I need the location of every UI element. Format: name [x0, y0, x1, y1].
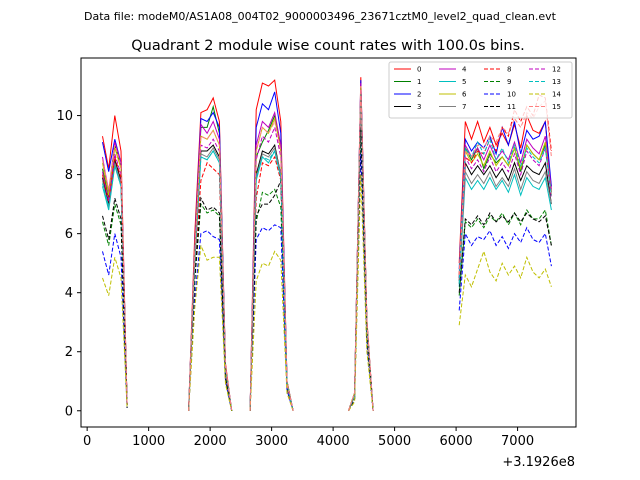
axes-frame [80, 57, 577, 428]
series-15-line-segment-2 [188, 129, 233, 411]
x-tick-label: 1000 [132, 434, 165, 449]
y-tick-label: 2 [65, 345, 73, 360]
legend-label-10: 10 [507, 91, 516, 99]
x-axis-offset-label: +3.1926e8 [502, 455, 575, 470]
legend-label-5: 5 [462, 78, 466, 86]
x-tick-label: 5000 [378, 434, 411, 449]
series-14-line-segment-3 [249, 250, 294, 411]
series-5-line-segment-5 [458, 172, 552, 287]
series-8-line-segment-3 [249, 155, 294, 411]
y-axis: 0 2 4 6 8 10 [56, 109, 81, 419]
series-3-line-segment-5 [458, 160, 552, 281]
series-11-line-segment-1 [102, 198, 128, 408]
x-tick-label: 7000 [501, 434, 534, 449]
legend-box [388, 61, 573, 119]
series-14-line-segment-2 [188, 245, 233, 411]
legend-label-8: 8 [507, 66, 511, 74]
series-11-line-segment-5 [458, 212, 552, 293]
series-11-line-segment-3 [249, 180, 294, 411]
series-2-line-segment-5 [458, 121, 552, 270]
series-8-line-segment-2 [188, 161, 233, 411]
x-tick-label: 3000 [255, 434, 288, 449]
y-tick-label: 0 [65, 404, 73, 419]
x-tick-label: 2000 [194, 434, 227, 449]
series-15-line-segment-3 [249, 120, 294, 411]
series-10-line-segment-1 [102, 233, 128, 408]
series-0-line-segment-5 [458, 113, 552, 264]
x-tick-label: 6000 [440, 434, 473, 449]
y-tick-label: 8 [65, 168, 73, 183]
legend-label-7: 7 [462, 103, 466, 111]
series-14-line-segment-5 [458, 249, 552, 326]
series-13-line-segment-5 [458, 137, 552, 284]
x-tick-label: 4000 [317, 434, 350, 449]
series-9-line-segment-1 [102, 203, 128, 408]
series-13-line-segment-1 [102, 165, 128, 405]
chart-title: Quadrant 2 module wise count rates with … [131, 38, 525, 54]
series-14-line-segment-4 [348, 174, 374, 412]
series-15-line-segment-5 [458, 99, 552, 276]
series-11-line-segment-2 [188, 196, 233, 411]
series-9-line-segment-5 [458, 208, 552, 296]
legend-label-12: 12 [552, 66, 561, 74]
x-tick-label: 0 [83, 434, 91, 449]
legend-label-6: 6 [462, 91, 467, 99]
legend-label-0: 0 [417, 66, 421, 74]
y-tick-label: 4 [65, 286, 73, 301]
legend-label-14: 14 [552, 91, 561, 99]
legend-label-9: 9 [507, 78, 511, 86]
legend-label-4: 4 [462, 66, 467, 74]
figure-suptitle: Data file: modeM0/AS1A08_004T02_90000034… [84, 10, 557, 23]
series-12-line-segment-5 [458, 147, 552, 278]
legend-label-11: 11 [507, 103, 516, 111]
legend-label-2: 2 [417, 91, 421, 99]
legend-label-1: 1 [417, 78, 421, 86]
series-15-line-segment-1 [102, 144, 128, 405]
series-7-line-segment-5 [458, 167, 552, 284]
legend-label-3: 3 [417, 103, 421, 111]
series-15-line-segment-4 [348, 85, 374, 411]
legend-label-15: 15 [552, 103, 561, 111]
series-14-line-segment-1 [102, 257, 128, 408]
x-axis: 0 1000 2000 3000 4000 5000 6000 7000 [83, 427, 534, 449]
y-tick-label: 6 [65, 227, 73, 242]
series-10-line-segment-5 [458, 226, 552, 311]
series-6-line-segment-5 [458, 141, 552, 276]
legend-label-13: 13 [552, 78, 561, 86]
plot-lines [102, 77, 552, 412]
y-tick-label: 10 [56, 109, 73, 124]
